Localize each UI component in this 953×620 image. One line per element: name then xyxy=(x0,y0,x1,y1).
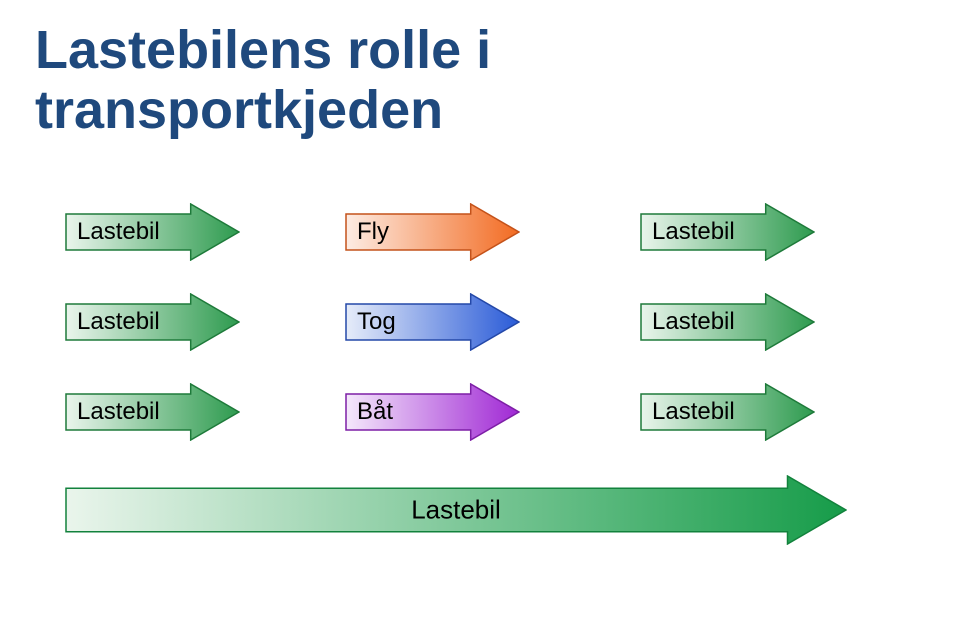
page-title: Lastebilens rolle i transportkjeden xyxy=(35,20,491,141)
arrow-left-1: Lastebil xyxy=(65,203,240,261)
arrow-bottom: Lastebil xyxy=(65,475,847,545)
arrow-right-3: Lastebil xyxy=(640,383,815,441)
arrow-label: Lastebil xyxy=(652,218,735,246)
arrow-right-1: Lastebil xyxy=(640,203,815,261)
arrow-mid-bat: Båt xyxy=(345,383,520,441)
arrow-left-2: Lastebil xyxy=(65,293,240,351)
arrow-mid-tog: Tog xyxy=(345,293,520,351)
arrow-label: Lastebil xyxy=(77,308,160,336)
arrow-label: Tog xyxy=(357,308,396,336)
arrow-label: Lastebil xyxy=(77,398,160,426)
arrow-label: Lastebil xyxy=(411,495,501,526)
arrow-mid-fly: Fly xyxy=(345,203,520,261)
arrow-label: Fly xyxy=(357,218,389,246)
arrow-label: Båt xyxy=(357,398,393,426)
arrow-left-3: Lastebil xyxy=(65,383,240,441)
arrow-right-2: Lastebil xyxy=(640,293,815,351)
arrow-label: Lastebil xyxy=(652,308,735,336)
arrow-label: Lastebil xyxy=(77,218,160,246)
arrow-label: Lastebil xyxy=(652,398,735,426)
